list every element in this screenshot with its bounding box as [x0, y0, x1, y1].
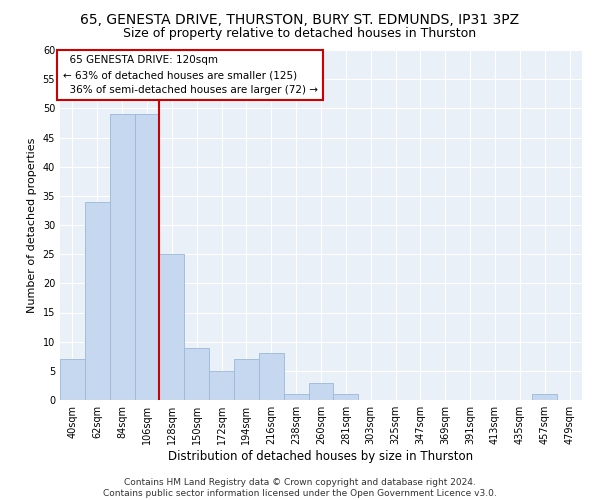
Bar [184, 348, 209, 400]
Bar [160, 254, 184, 400]
Text: Contains HM Land Registry data © Crown copyright and database right 2024.
Contai: Contains HM Land Registry data © Crown c… [103, 478, 497, 498]
Bar [284, 394, 308, 400]
Bar [209, 371, 234, 400]
Bar [60, 359, 85, 400]
Bar [308, 382, 334, 400]
Text: 65, GENESTA DRIVE, THURSTON, BURY ST. EDMUNDS, IP31 3PZ: 65, GENESTA DRIVE, THURSTON, BURY ST. ED… [80, 12, 520, 26]
Bar [85, 202, 110, 400]
Bar [532, 394, 557, 400]
X-axis label: Distribution of detached houses by size in Thurston: Distribution of detached houses by size … [169, 450, 473, 463]
Bar [259, 354, 284, 400]
Bar [134, 114, 160, 400]
Bar [334, 394, 358, 400]
Text: 65 GENESTA DRIVE: 120sqm
← 63% of detached houses are smaller (125)
  36% of sem: 65 GENESTA DRIVE: 120sqm ← 63% of detach… [62, 56, 317, 95]
Y-axis label: Number of detached properties: Number of detached properties [27, 138, 37, 312]
Text: Size of property relative to detached houses in Thurston: Size of property relative to detached ho… [124, 28, 476, 40]
Bar [110, 114, 134, 400]
Bar [234, 359, 259, 400]
